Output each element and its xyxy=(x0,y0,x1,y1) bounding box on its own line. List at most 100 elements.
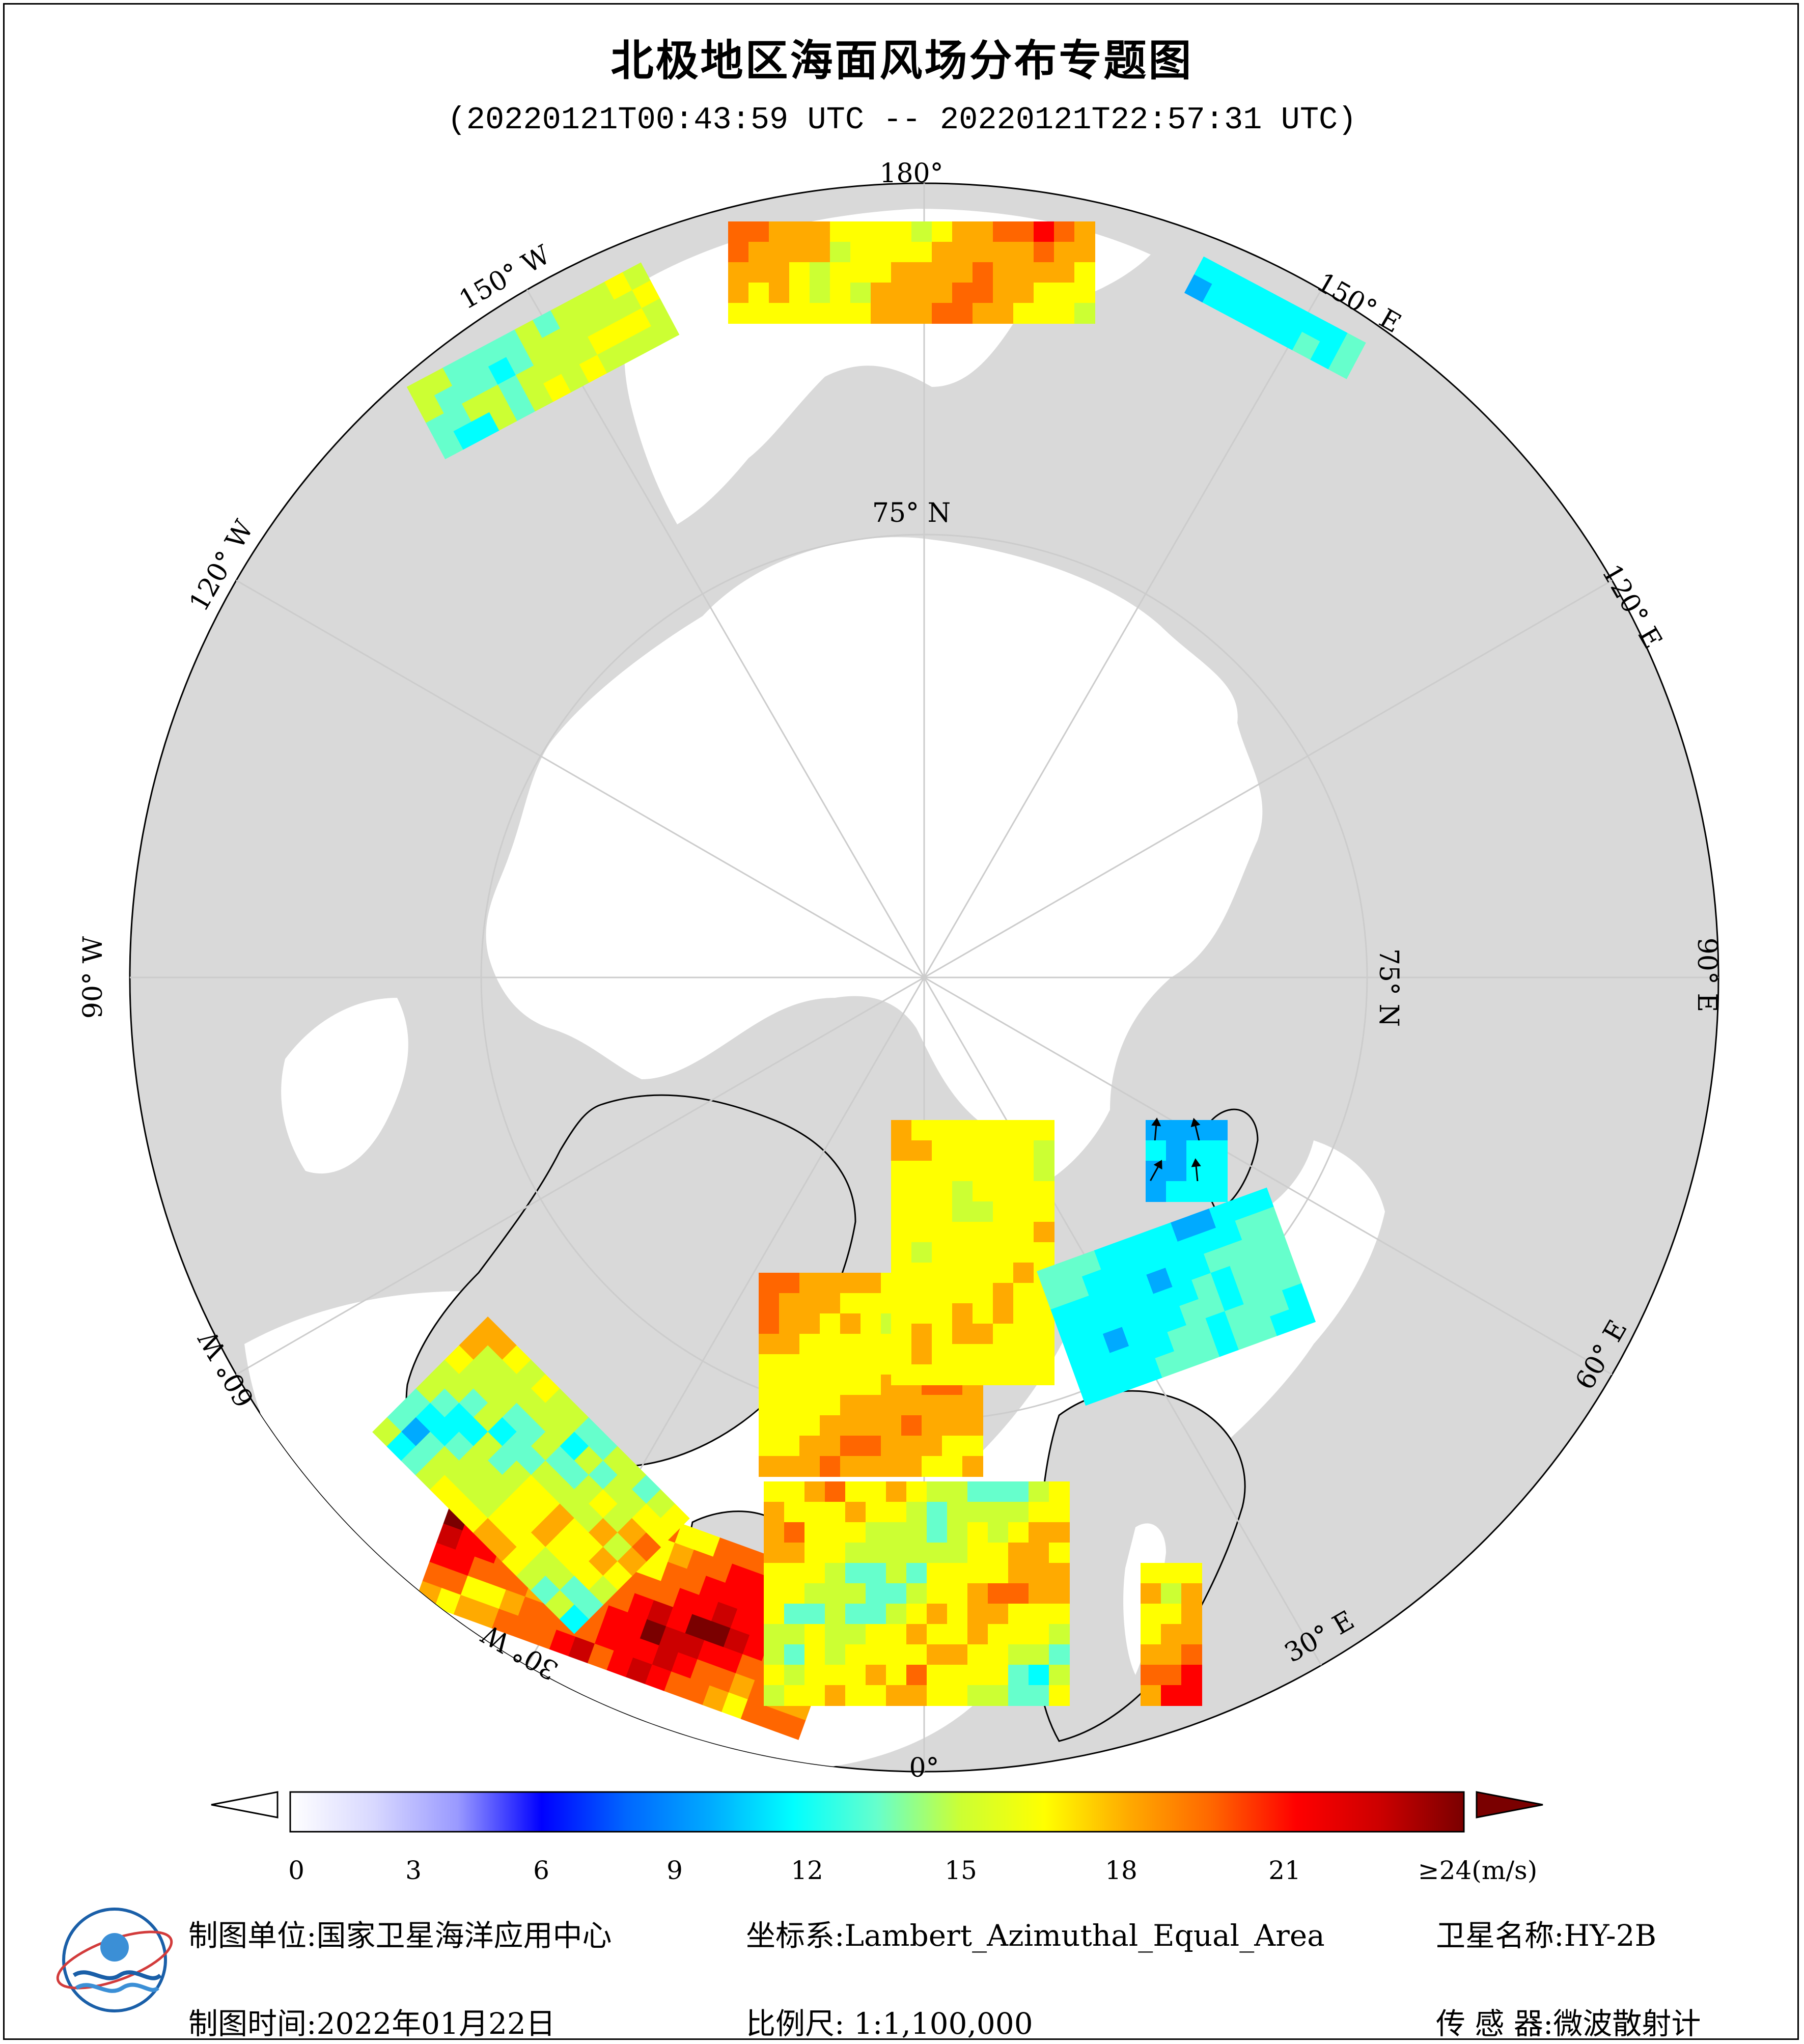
wind-cell xyxy=(1310,341,1339,370)
wind-cell xyxy=(1074,221,1095,242)
wind-cell xyxy=(1049,1685,1070,1706)
wind-cell xyxy=(1049,1522,1070,1543)
wind-cell xyxy=(660,1561,688,1589)
wind-cell xyxy=(769,221,790,242)
wind-cell xyxy=(1043,1283,1071,1310)
wind-cell xyxy=(769,242,790,263)
wind-cell xyxy=(967,1624,988,1645)
wind-cell xyxy=(952,1242,973,1263)
wind-cell xyxy=(952,303,973,324)
wind-cell xyxy=(728,283,749,303)
wind-cell xyxy=(480,384,508,413)
wind-cell xyxy=(886,1685,907,1706)
wind-cell xyxy=(735,1654,762,1681)
wind-cell xyxy=(1054,283,1075,303)
wind-cell xyxy=(947,1502,968,1523)
wind-cell xyxy=(1029,1543,1049,1563)
wind-cell xyxy=(967,1604,988,1625)
wind-cell xyxy=(1251,1316,1278,1343)
wind-cell xyxy=(789,242,810,263)
wind-cell xyxy=(927,1604,948,1625)
wind-cell xyxy=(825,1624,846,1645)
wind-cell xyxy=(1134,1294,1161,1321)
wind-cell xyxy=(866,1502,886,1523)
wind-cell xyxy=(673,1588,700,1615)
wind-cell xyxy=(740,1699,768,1726)
wind-cell xyxy=(515,365,544,394)
wind-cell xyxy=(588,327,616,355)
wind-cell xyxy=(820,1313,841,1334)
wind-cell xyxy=(1050,1302,1077,1329)
wind-cell xyxy=(906,1543,927,1563)
wind-swath xyxy=(1036,1187,1316,1406)
wind-cell xyxy=(784,1502,805,1523)
wind-cell xyxy=(764,1481,785,1502)
wind-cell xyxy=(1141,1624,1161,1645)
wind-cell xyxy=(1008,1502,1029,1523)
wind-cell xyxy=(891,1222,912,1243)
wind-cell xyxy=(825,1522,846,1543)
wind-cell xyxy=(1097,1371,1125,1399)
wind-cell xyxy=(973,1344,993,1365)
wind-cell xyxy=(1013,1201,1034,1222)
wind-cell xyxy=(871,242,892,263)
wind-cell xyxy=(690,1659,717,1686)
wind-cell xyxy=(674,1523,702,1551)
wind-cell xyxy=(779,1436,800,1457)
wind-swath xyxy=(891,1120,1054,1385)
wind-cell xyxy=(993,262,1014,283)
wind-cell xyxy=(804,1604,825,1625)
wind-cell xyxy=(1034,303,1054,324)
wind-cell xyxy=(1160,1306,1187,1333)
wind-cell xyxy=(947,1583,968,1604)
wind-cell xyxy=(748,262,769,283)
wind-cell xyxy=(764,1502,785,1523)
wind-cell xyxy=(799,1456,820,1477)
wind-cell xyxy=(549,1630,576,1657)
wind-cell xyxy=(473,1602,499,1629)
wind-cell xyxy=(911,242,932,263)
wind-cell xyxy=(804,1685,825,1706)
wind-cell xyxy=(866,1481,886,1502)
wind-cell xyxy=(845,1685,866,1706)
wind-cell xyxy=(1013,303,1034,324)
colorbar-tick: 9 xyxy=(667,1856,683,1885)
wind-cell xyxy=(825,1563,846,1584)
wind-cell xyxy=(850,283,871,303)
wind-cell xyxy=(993,1242,1014,1263)
wind-swath xyxy=(372,1316,690,1634)
wind-cell xyxy=(932,303,953,324)
map-title: 北极地区海面风场分布专题图 xyxy=(610,36,1194,86)
wind-cell xyxy=(764,1543,785,1563)
wind-cell xyxy=(952,262,973,283)
wind-cell xyxy=(911,1283,932,1304)
wind-cell xyxy=(799,1436,820,1457)
wind-cell xyxy=(927,1563,948,1584)
wind-cell xyxy=(952,1324,973,1345)
wind-cell xyxy=(1056,1257,1083,1284)
wind-cell xyxy=(1071,1360,1098,1387)
wind-cell xyxy=(1078,1379,1105,1406)
wind-cell xyxy=(784,1522,805,1543)
wind-cell xyxy=(1034,1364,1054,1385)
wind-cell xyxy=(604,272,633,300)
wind-cell xyxy=(1266,294,1294,323)
wind-cell xyxy=(491,1609,519,1636)
wind-cell xyxy=(911,1242,932,1263)
wind-cell xyxy=(932,1324,953,1345)
wind-cell xyxy=(911,1181,932,1202)
wind-cell xyxy=(759,1354,780,1375)
wind-cell xyxy=(725,1563,752,1590)
wind-cell xyxy=(1181,1665,1202,1686)
wind-cell xyxy=(748,242,769,263)
wind-cell xyxy=(927,1624,948,1645)
wind-cell xyxy=(1013,1324,1034,1345)
wind-cell xyxy=(489,402,518,431)
wind-cell xyxy=(993,221,1014,242)
wind-cell xyxy=(967,1522,988,1543)
wind-cell xyxy=(840,1375,861,1395)
wind-cell xyxy=(601,1605,628,1632)
wind-cell xyxy=(799,1375,820,1395)
wind-cell xyxy=(1207,1161,1228,1182)
wind-cell xyxy=(906,1502,927,1523)
